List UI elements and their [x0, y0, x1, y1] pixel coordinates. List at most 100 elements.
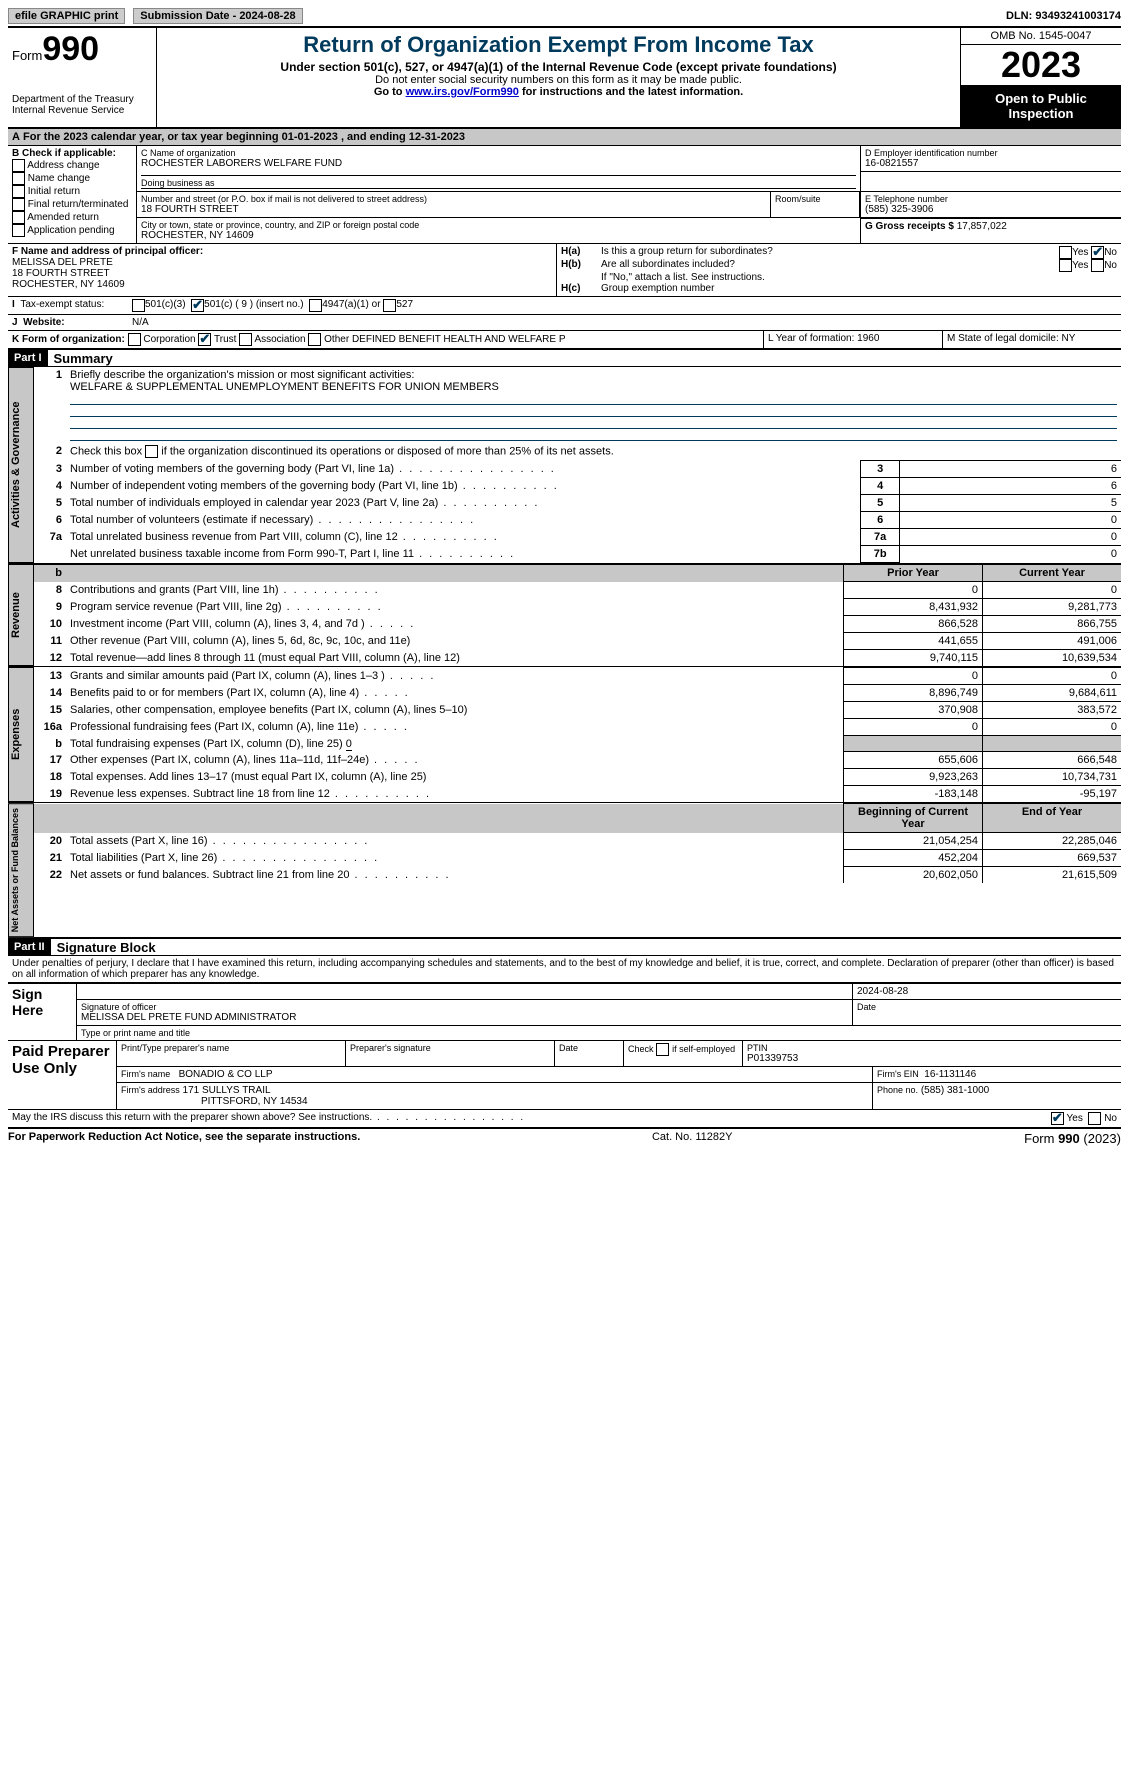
paid-preparer: Paid Preparer Use Only — [8, 1041, 117, 1109]
side-revenue: Revenue — [8, 564, 34, 666]
v7a: 0 — [900, 529, 1121, 546]
chk-4947[interactable] — [309, 299, 322, 312]
v7b: 0 — [900, 546, 1121, 563]
sign-here: Sign Here — [8, 984, 77, 1040]
part1-bar: Part I — [8, 350, 48, 366]
part1-title: Summary — [48, 351, 113, 366]
chk-address[interactable]: Address change — [12, 159, 132, 172]
discuss-no[interactable] — [1088, 1112, 1101, 1125]
city-label: City or town, state or province, country… — [141, 220, 856, 230]
goto-post: for instructions and the latest informat… — [519, 86, 743, 98]
cat-no: Cat. No. 11282Y — [652, 1131, 733, 1146]
v5: 5 — [900, 495, 1121, 512]
v3: 6 — [900, 461, 1121, 478]
hdr-cy: Current Year — [983, 565, 1122, 582]
k-other-text: DEFINED BENEFIT HEALTH AND WELFARE P — [352, 334, 566, 345]
form-title: Return of Organization Exempt From Incom… — [163, 32, 954, 58]
ssn-note: Do not enter social security numbers on … — [163, 74, 954, 86]
line-a: A For the 2023 calendar year, or tax yea… — [8, 129, 1121, 146]
hc-text: Group exemption number — [601, 283, 714, 294]
street-label: Number and street (or P.O. box if mail i… — [141, 194, 766, 204]
phone: (585) 325-3906 — [865, 204, 1117, 215]
part2-bar: Part II — [8, 939, 51, 955]
hdr-bcy: Beginning of Current Year — [844, 804, 983, 833]
hb-no[interactable] — [1091, 259, 1104, 272]
k-label: K Form of organization: — [12, 334, 125, 345]
hdr-py: Prior Year — [844, 565, 983, 582]
side-governance: Activities & Governance — [8, 367, 34, 563]
q3: Number of voting members of the governin… — [70, 463, 556, 475]
v4: 6 — [900, 478, 1121, 495]
omb-number: OMB No. 1545-0047 — [961, 28, 1121, 45]
i-label: Tax-exempt status: — [20, 299, 104, 310]
hb-text: Are all subordinates included? — [601, 259, 1059, 272]
pra-notice: For Paperwork Reduction Act Notice, see … — [8, 1131, 360, 1146]
a1: WELFARE & SUPPLEMENTAL UNEMPLOYMENT BENE… — [70, 381, 499, 393]
discuss-yes[interactable] — [1051, 1112, 1064, 1125]
f-label: F Name and address of principal officer: — [12, 246, 203, 257]
q6: Total number of volunteers (estimate if … — [70, 514, 475, 526]
q1: Briefly describe the organization's miss… — [70, 369, 414, 381]
q4: Number of independent voting members of … — [70, 480, 559, 492]
submission-date: Submission Date - 2024-08-28 — [133, 8, 302, 24]
hdr-eoy: End of Year — [983, 804, 1122, 833]
efile-button[interactable]: efile GRAPHIC print — [8, 8, 125, 24]
form-label: Form — [12, 48, 42, 63]
chk-other[interactable] — [308, 333, 321, 346]
gross-receipts: 17,857,022 — [957, 221, 1007, 232]
q7a: Total unrelated business revenue from Pa… — [70, 531, 499, 543]
form-subtitle: Under section 501(c), 527, or 4947(a)(1)… — [163, 60, 954, 74]
open-public: Open to Public Inspection — [961, 85, 1121, 127]
chk-527[interactable] — [383, 299, 396, 312]
city: ROCHESTER, NY 14609 — [141, 230, 856, 241]
chk-corp[interactable] — [128, 333, 141, 346]
ha-yes[interactable] — [1059, 246, 1072, 259]
e-label: E Telephone number — [865, 194, 1117, 204]
part2-title: Signature Block — [51, 940, 156, 955]
declaration: Under penalties of perjury, I declare th… — [8, 956, 1121, 982]
chk-initial[interactable]: Initial return — [12, 185, 132, 198]
officer-name: MELISSA DEL PRETE — [12, 257, 113, 268]
ein: 16-0821557 — [865, 158, 1117, 169]
chk-assoc[interactable] — [239, 333, 252, 346]
dba-label: Doing business as — [141, 175, 856, 189]
g-label: G Gross receipts $ — [865, 221, 954, 232]
j-label: Website: — [23, 317, 65, 328]
officer-street: 18 FOURTH STREET — [12, 268, 110, 279]
b-header: B Check if applicable: — [12, 148, 132, 159]
q7b: Net unrelated business taxable income fr… — [70, 548, 515, 560]
hb-note: If "No," attach a list. See instructions… — [561, 272, 1117, 283]
org-name: ROCHESTER LABORERS WELFARE FUND — [141, 158, 856, 169]
hb-yes[interactable] — [1059, 259, 1072, 272]
chk-amended[interactable]: Amended return — [12, 211, 132, 224]
officer-sig: MELISSA DEL PRETE FUND ADMINISTRATOR — [81, 1012, 848, 1023]
q5: Total number of individuals employed in … — [70, 497, 539, 509]
form-number: 990 — [42, 30, 99, 68]
chk-trust[interactable] — [198, 333, 211, 346]
chk-self[interactable] — [656, 1043, 669, 1056]
chk-pending[interactable]: Application pending — [12, 224, 132, 237]
side-net: Net Assets or Fund Balances — [8, 803, 34, 937]
website: N/A — [132, 317, 149, 328]
ha-no[interactable] — [1091, 246, 1104, 259]
officer-city: ROCHESTER, NY 14609 — [12, 279, 125, 290]
chk-501c[interactable] — [191, 299, 204, 312]
goto-pre: Go to — [374, 86, 406, 98]
chk-501c3[interactable] — [132, 299, 145, 312]
chk-name[interactable]: Name change — [12, 172, 132, 185]
l-year: L Year of formation: 1960 — [764, 331, 943, 348]
tax-year: 2023 — [961, 45, 1121, 85]
room-label: Room/suite — [775, 194, 855, 204]
dln: DLN: 93493241003174 — [1006, 10, 1121, 22]
side-expenses: Expenses — [8, 667, 34, 802]
discuss-q: May the IRS discuss this return with the… — [12, 1112, 525, 1125]
street: 18 FOURTH STREET — [141, 204, 766, 215]
chk-final[interactable]: Final return/terminated — [12, 198, 132, 211]
irs-link[interactable]: www.irs.gov/Form990 — [406, 86, 519, 98]
department: Department of the Treasury Internal Reve… — [12, 94, 152, 116]
ha-text: Is this a group return for subordinates? — [601, 246, 1059, 259]
d-label: D Employer identification number — [865, 148, 1117, 158]
v6: 0 — [900, 512, 1121, 529]
c-name-label: C Name of organization — [141, 148, 856, 158]
chk-discontinued[interactable] — [145, 445, 158, 458]
